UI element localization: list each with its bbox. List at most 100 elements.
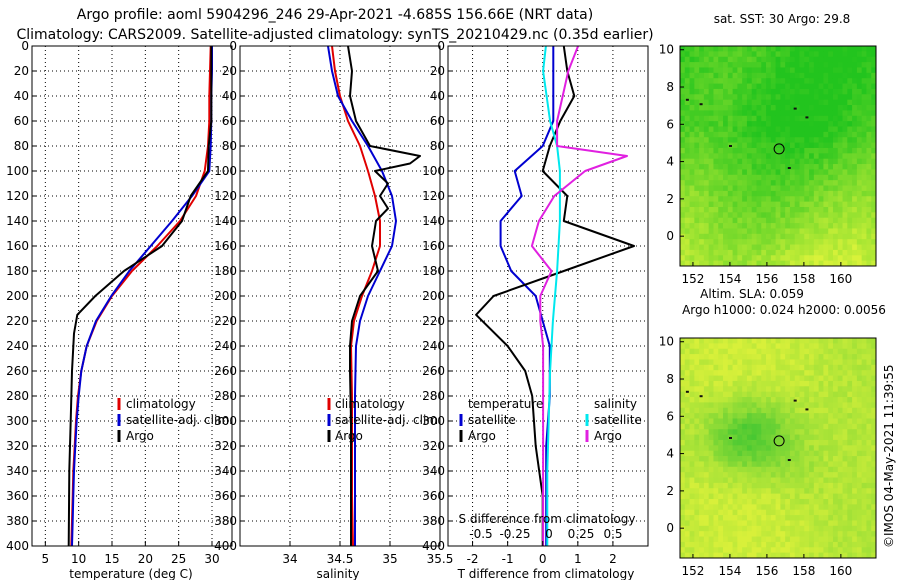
map-cell — [689, 515, 695, 521]
map-cell — [694, 477, 700, 484]
map-cell — [804, 255, 810, 262]
map-cell — [761, 105, 767, 111]
map-cell — [789, 423, 796, 430]
map-cell — [780, 354, 786, 360]
map-cell — [684, 488, 690, 495]
map-cell — [766, 233, 772, 240]
map-cell — [856, 180, 863, 186]
map-cell — [871, 169, 877, 176]
map-cell — [737, 147, 743, 154]
map-cell — [789, 228, 796, 235]
map-cell — [856, 83, 863, 90]
map-cell — [761, 158, 767, 165]
map-cell — [856, 99, 863, 106]
map-cell — [680, 153, 686, 160]
map-cell — [756, 56, 762, 63]
map-cell — [794, 105, 800, 111]
map-cell — [699, 338, 705, 344]
map-cell — [699, 72, 705, 79]
map-cell — [813, 504, 820, 511]
map-cell — [680, 260, 686, 267]
map-cell — [813, 212, 820, 219]
map-cell — [775, 364, 781, 371]
map-cell — [689, 174, 695, 181]
map-cell — [684, 515, 690, 521]
map-cell — [852, 391, 858, 398]
map-cell — [871, 380, 877, 387]
map-cell — [727, 520, 733, 527]
map-cell — [861, 552, 867, 559]
map-cell — [751, 466, 757, 473]
map-cell — [766, 348, 772, 355]
y-tick-label: 360 — [6, 489, 29, 503]
map-cell — [746, 121, 753, 127]
map-cell — [842, 249, 848, 256]
map-cell — [832, 413, 839, 419]
map-cell — [718, 131, 724, 138]
map-cell — [832, 115, 839, 122]
map-cell — [799, 547, 805, 554]
map-cell — [823, 364, 829, 371]
map-cell — [866, 380, 872, 387]
map-cell — [842, 126, 848, 133]
map-cell — [813, 477, 820, 484]
map-cell — [727, 547, 733, 554]
map-cell — [794, 201, 800, 208]
map-cell — [818, 343, 824, 350]
map-cell — [713, 212, 719, 219]
map-cell — [837, 348, 843, 355]
map-cell — [832, 536, 839, 543]
map-cell — [866, 472, 872, 478]
map-cell — [718, 67, 724, 74]
map-cell — [832, 364, 839, 371]
map-cell — [861, 126, 867, 133]
map-cell — [785, 380, 791, 387]
map-cell — [680, 531, 686, 537]
map-cell — [689, 228, 695, 235]
map-cell — [689, 429, 695, 435]
map-cell — [746, 169, 753, 176]
map-cell — [742, 482, 748, 489]
map-cell — [809, 498, 815, 505]
map-cell — [852, 196, 858, 203]
map-cell — [699, 115, 705, 122]
map-cell — [742, 386, 748, 393]
map-cell — [770, 343, 777, 350]
map-cell — [775, 461, 781, 468]
map-cell — [794, 413, 800, 419]
map-cell — [823, 370, 829, 376]
map-cell — [852, 244, 858, 251]
map-cell — [703, 72, 710, 79]
map-cell — [766, 190, 772, 197]
map-cell — [732, 190, 738, 197]
y-tick-label: 240 — [422, 339, 445, 353]
map-cell — [770, 121, 777, 127]
map-cell — [842, 217, 848, 224]
map-cell — [813, 158, 820, 165]
map-cell — [694, 88, 700, 95]
map-cell — [756, 72, 762, 79]
y-tick-label: 40 — [222, 89, 237, 103]
map-cell — [785, 67, 791, 74]
map-cell — [837, 364, 843, 371]
map-y-tick-label: 2 — [666, 192, 674, 206]
map-cell — [703, 99, 710, 106]
difference-panel: -2 -1 0 1 2020406080100120140160180200220240… — [422, 39, 649, 566]
map-cell — [794, 450, 800, 457]
map-cell — [847, 46, 853, 52]
map-cell — [804, 509, 810, 516]
map-cell — [718, 541, 724, 548]
map-cell — [866, 110, 872, 117]
map-cell — [871, 504, 877, 511]
map-cell — [723, 552, 729, 559]
map-cell — [809, 504, 815, 511]
map-cell — [756, 493, 762, 500]
map-cell — [813, 121, 820, 127]
map-cell — [847, 239, 853, 245]
map-cell — [694, 164, 700, 170]
map-cell — [780, 531, 786, 537]
map-cell — [785, 391, 791, 398]
map-y-tick-label: 0 — [666, 229, 674, 243]
map-cell — [713, 255, 719, 262]
